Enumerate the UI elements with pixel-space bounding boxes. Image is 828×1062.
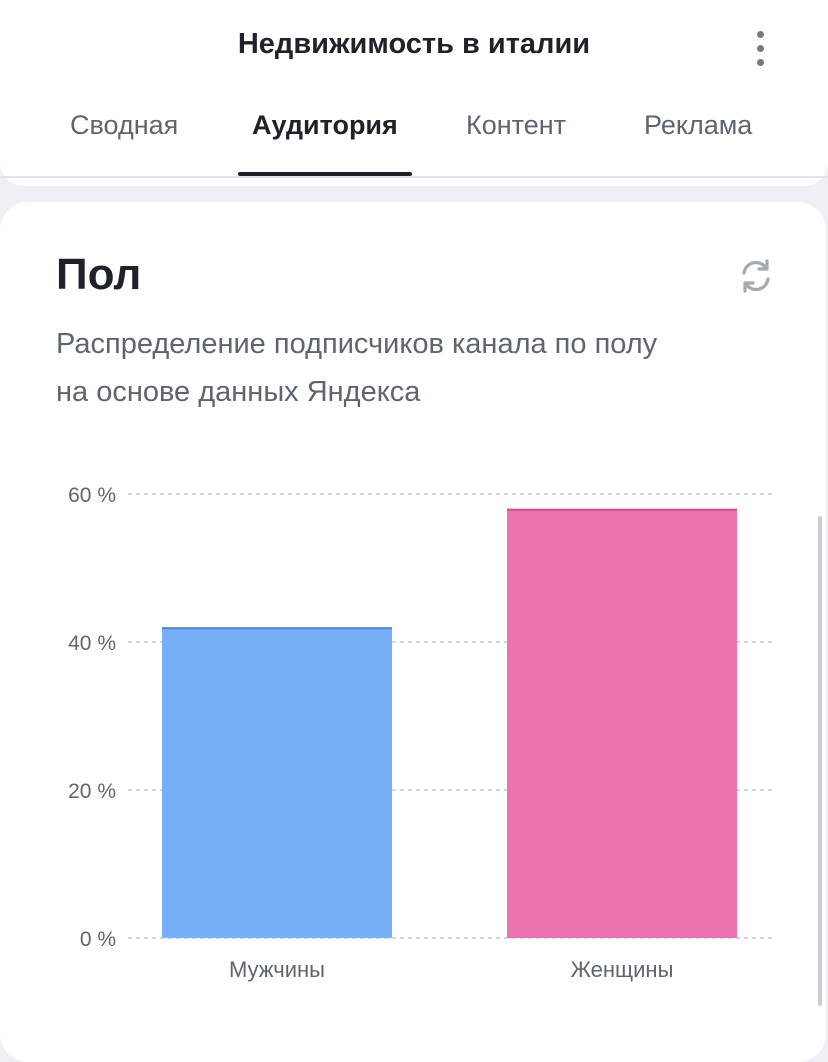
x-category-label: Женщины	[571, 957, 674, 982]
app-title: Недвижимость в италии	[237, 28, 591, 60]
more-menu-button[interactable]	[740, 26, 780, 70]
gender-card: Пол Распределение подписчиков канала по …	[0, 202, 826, 1062]
card-subtitle-line: на основе данных Яндекса	[56, 376, 421, 408]
active-tab-indicator	[238, 172, 412, 176]
bar	[507, 508, 737, 938]
card-title: Пол	[56, 250, 142, 299]
tab-content[interactable]: Контент	[466, 110, 567, 140]
more-dot-icon	[756, 30, 764, 38]
scrollbar[interactable]	[818, 516, 822, 1006]
tab-audience[interactable]: Аудитория	[252, 110, 398, 140]
x-category-label: Мужчины	[229, 957, 325, 982]
card-subtitle-line: Распределение подписчиков канала по полу	[56, 328, 658, 360]
gender-bar-chart: 0 % 20 % 40 % 60 % Мужчины Женщины	[68, 484, 772, 982]
y-tick-label: 60 %	[68, 484, 116, 507]
tab-ads[interactable]: Реклама	[644, 110, 753, 140]
refresh-icon[interactable]	[736, 256, 776, 296]
app-header: Недвижимость в италии Сводная Аудитория …	[0, 0, 828, 186]
y-tick-label: 40 %	[68, 632, 116, 655]
card-subtitle: Распределение подписчиков канала по полу…	[56, 320, 756, 416]
y-tick-label: 20 %	[68, 780, 116, 803]
tab-bar: Сводная Аудитория Контент Реклама	[0, 96, 828, 178]
more-dot-icon	[756, 58, 764, 66]
more-dot-icon	[756, 44, 764, 52]
tab-summary[interactable]: Сводная	[70, 110, 179, 140]
bar	[162, 627, 392, 938]
y-tick-label: 0 %	[80, 928, 116, 951]
